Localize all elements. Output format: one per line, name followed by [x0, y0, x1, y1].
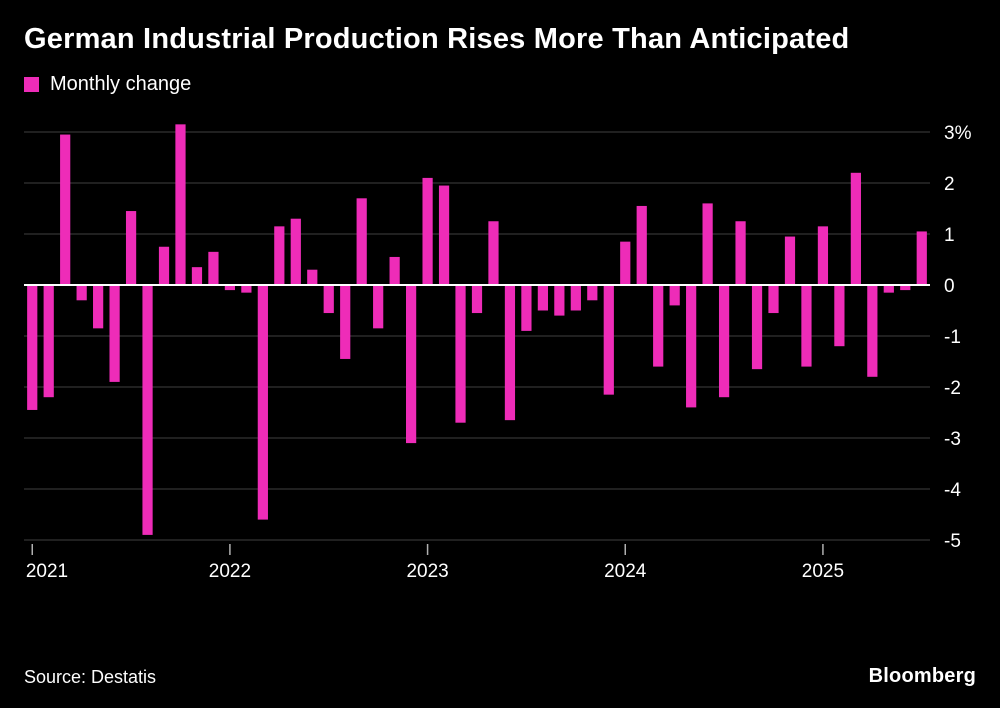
y-tick-label: -5: [944, 531, 961, 552]
y-tick-label: -4: [944, 480, 961, 501]
y-tick-label: 3%: [944, 123, 972, 144]
bar: [93, 285, 104, 329]
bar: [290, 219, 301, 286]
bar: [60, 134, 71, 286]
legend-label: Monthly change: [50, 73, 192, 96]
bar: [125, 211, 137, 286]
bar: [307, 270, 318, 286]
y-tick-label: 1: [944, 225, 955, 246]
bar: [718, 285, 730, 398]
x-tick-label: 2022: [209, 561, 251, 582]
bar: [191, 267, 203, 286]
bar-chart: 3% 2 1 0 -1 -2 -3 -4 -5 2021 2022 2023 2024 2025: [24, 102, 976, 587]
bar: [784, 236, 796, 286]
bar: [834, 285, 845, 347]
bar: [257, 285, 268, 520]
bar: [537, 285, 548, 311]
bar: [817, 226, 829, 286]
chart-footer: Source: Destatis Bloomberg: [24, 665, 976, 688]
bar: [109, 285, 120, 383]
x-tick-label: 2021: [26, 561, 68, 582]
bar: [43, 285, 54, 398]
y-tick-label: 0: [944, 276, 955, 297]
bar: [274, 226, 285, 286]
source-note: Source: Destatis: [24, 667, 157, 687]
bar: [570, 285, 581, 311]
legend: Monthly change: [24, 73, 976, 96]
chart-title: German Industrial Production Rises More …: [24, 23, 850, 55]
bar: [801, 285, 812, 367]
legend-swatch: [24, 77, 39, 93]
bar: [587, 285, 598, 301]
bar: [768, 285, 779, 314]
bar: [735, 221, 746, 286]
bar: [142, 285, 153, 536]
bar: [669, 285, 680, 306]
bar: [916, 231, 927, 286]
bar: [686, 285, 697, 408]
bar: [422, 178, 433, 286]
bar: [488, 221, 499, 286]
bar: [636, 206, 647, 286]
bar: [208, 252, 219, 286]
bar: [620, 242, 631, 286]
y-tick-label: 2: [944, 174, 955, 195]
bar: [653, 285, 664, 367]
bar: [27, 285, 38, 411]
x-tick-label: 2023: [406, 561, 448, 582]
y-tick-label: -1: [944, 327, 961, 348]
x-tick-label: 2025: [802, 561, 844, 582]
bar: [883, 285, 894, 294]
bar: [438, 185, 450, 286]
y-tick-label: -3: [944, 429, 961, 450]
bar: [406, 285, 417, 444]
bar: [751, 285, 763, 370]
bar: [867, 285, 878, 378]
bar: [900, 285, 911, 291]
bar-chart-svg: 3% 2 1 0 -1 -2 -3 -4 -5 2021 2022 2023 2024 2025: [24, 123, 972, 582]
bar: [455, 285, 466, 424]
bar: [521, 285, 532, 332]
bar: [224, 285, 236, 291]
bar: [554, 285, 565, 316]
bar: [504, 285, 516, 421]
bloomberg-logo: Bloomberg: [868, 665, 976, 687]
bar: [76, 285, 87, 301]
bar: [356, 198, 367, 286]
bar: [158, 247, 170, 286]
bar: [340, 285, 351, 360]
bar: [389, 257, 400, 286]
bar: [702, 203, 713, 286]
bar: [471, 285, 483, 314]
y-tick-label: -2: [944, 378, 961, 399]
bar: [850, 173, 861, 286]
bar: [603, 285, 614, 396]
bar: [175, 124, 186, 286]
bar: [373, 285, 384, 329]
bar: [323, 285, 334, 314]
bar: [241, 285, 252, 294]
x-tick-label: 2024: [604, 561, 647, 582]
